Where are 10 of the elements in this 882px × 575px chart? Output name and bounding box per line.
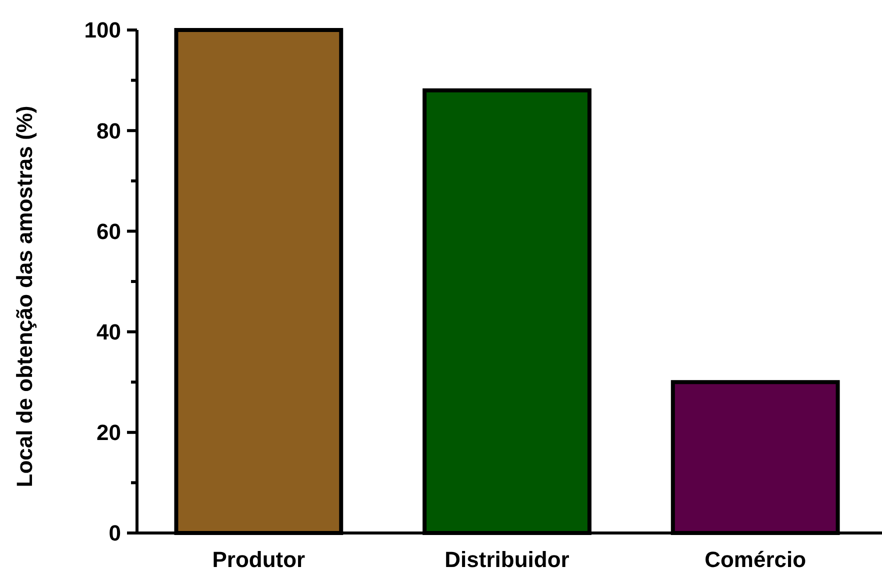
y-tick-label: 80: [96, 118, 121, 144]
y-tick-label: 100: [84, 18, 121, 43]
y-tick-label: 20: [96, 420, 121, 446]
y-axis-title: Local de obtenção das amostras (%): [12, 106, 37, 488]
x-tick-label: Comércio: [704, 547, 806, 572]
x-tick-label: Produtor: [212, 547, 306, 572]
y-tick-label: 0: [108, 520, 121, 546]
x-tick-label: Distribuidor: [444, 547, 570, 572]
y-tick-label: 40: [96, 320, 121, 344]
y-tick-label: 60: [96, 218, 121, 244]
